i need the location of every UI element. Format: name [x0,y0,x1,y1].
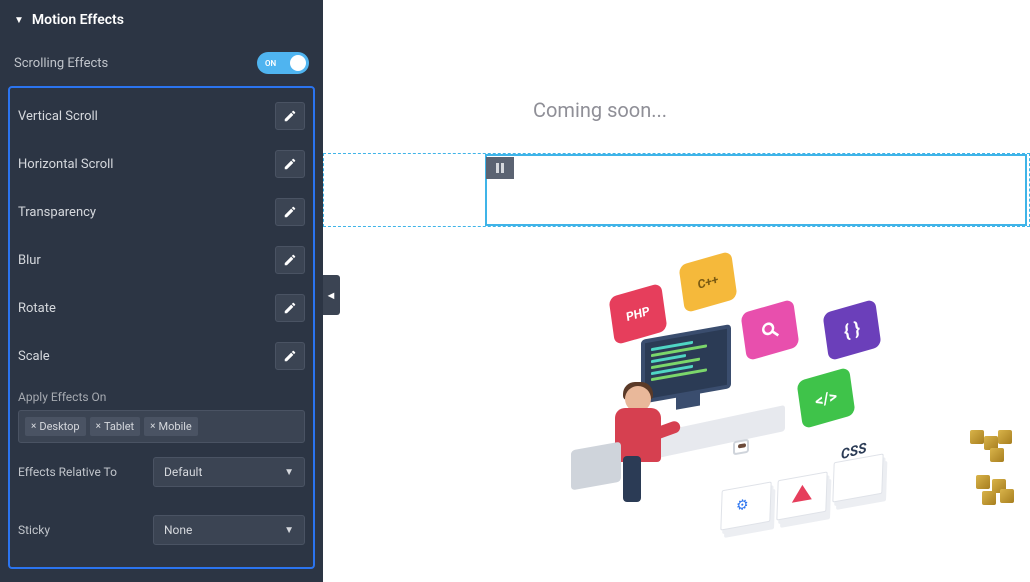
tag-tablet[interactable]: ×Tablet [90,417,141,436]
gold-decoration [970,430,1030,470]
section-motion-effects[interactable]: ▼ Motion Effects [0,0,323,40]
tag-desktop[interactable]: ×Desktop [25,417,86,436]
code-badge-icon: </> [796,367,855,430]
effect-label: Vertical Scroll [18,109,98,124]
paper-stack-triangle [776,471,827,520]
pencil-icon [283,349,297,363]
paper-stack-gear: ⚙ [720,481,771,530]
column-drag-handle[interactable] [486,157,514,179]
sticky-label: Sticky [18,523,143,537]
sidebar-panel: ▼ Motion Effects Scrolling Effects ON Ve… [0,0,323,582]
gear-icon: ⚙ [736,496,755,517]
apply-effects-label: Apply Effects On [10,380,313,410]
pencil-icon [283,205,297,219]
edit-rotate-button[interactable] [275,294,305,322]
paper-stack-css: CSS [832,453,883,502]
chevron-down-icon: ▼ [284,525,294,536]
gold-decoration [970,475,1030,515]
braces-badge-icon: { } [822,299,881,362]
column-selection[interactable] [486,155,1026,225]
cpp-badge-icon: C++ [678,251,737,314]
edit-vertical-scroll-button[interactable] [275,102,305,130]
scrolling-effects-label: Scrolling Effects [14,56,108,71]
effect-label: Horizontal Scroll [18,157,113,172]
effect-label: Transparency [18,205,96,220]
edit-scale-button[interactable] [275,342,305,370]
effect-horizontal-scroll: Horizontal Scroll [10,140,313,188]
search-badge-icon [740,299,799,362]
toggle-knob [290,55,306,71]
edit-horizontal-scroll-button[interactable] [275,150,305,178]
select-value: None [164,523,192,537]
editor-canvas[interactable]: ◄ Coming soon... PHP C++ { } </> ⚙ CSS [323,0,1030,582]
effects-relative-row: Effects Relative To Default ▼ [10,443,313,501]
effect-rotate: Rotate [10,284,313,332]
coffee-cup-icon [733,439,749,456]
remove-icon: × [31,421,36,432]
pencil-icon [283,301,297,315]
pencil-icon [283,109,297,123]
entrance-animation-row[interactable]: Entrance Animation [0,569,323,582]
scrolling-effects-toggle[interactable]: ON [257,52,309,74]
section-title: Motion Effects [32,12,124,28]
effects-relative-label: Effects Relative To [18,465,143,479]
pencil-icon [283,253,297,267]
toggle-on-text: ON [265,59,276,68]
effect-label: Rotate [18,301,56,316]
remove-icon: × [150,421,155,432]
sticky-row: Sticky None ▼ [10,501,313,559]
effect-transparency: Transparency [10,188,313,236]
effects-relative-select[interactable]: Default ▼ [153,457,305,487]
effect-vertical-scroll: Vertical Scroll [10,92,313,140]
tag-mobile[interactable]: ×Mobile [144,417,198,436]
css-label: CSS [840,440,867,463]
effects-group: Vertical Scroll Horizontal Scroll Transp… [8,86,315,569]
chevron-down-icon: ▼ [284,467,294,478]
effect-label: Blur [18,253,41,268]
triangle-icon [792,483,813,503]
heading-coming-soon: Coming soon... [533,98,667,122]
select-value: Default [164,465,202,479]
caret-down-icon: ▼ [14,15,24,26]
columns-icon [496,163,504,173]
scrolling-effects-row: Scrolling Effects ON [0,40,323,86]
effect-scale: Scale [10,332,313,380]
pencil-icon [283,157,297,171]
chevron-left-icon: ◄ [326,289,337,302]
sidebar-collapse-handle[interactable]: ◄ [323,275,340,315]
sticky-select[interactable]: None ▼ [153,515,305,545]
edit-transparency-button[interactable] [275,198,305,226]
apply-effects-tags[interactable]: ×Desktop ×Tablet ×Mobile [18,410,305,443]
effect-blur: Blur [10,236,313,284]
remove-icon: × [96,421,101,432]
effect-label: Scale [18,349,50,364]
coding-illustration: PHP C++ { } </> ⚙ CSS [533,250,1030,570]
edit-blur-button[interactable] [275,246,305,274]
